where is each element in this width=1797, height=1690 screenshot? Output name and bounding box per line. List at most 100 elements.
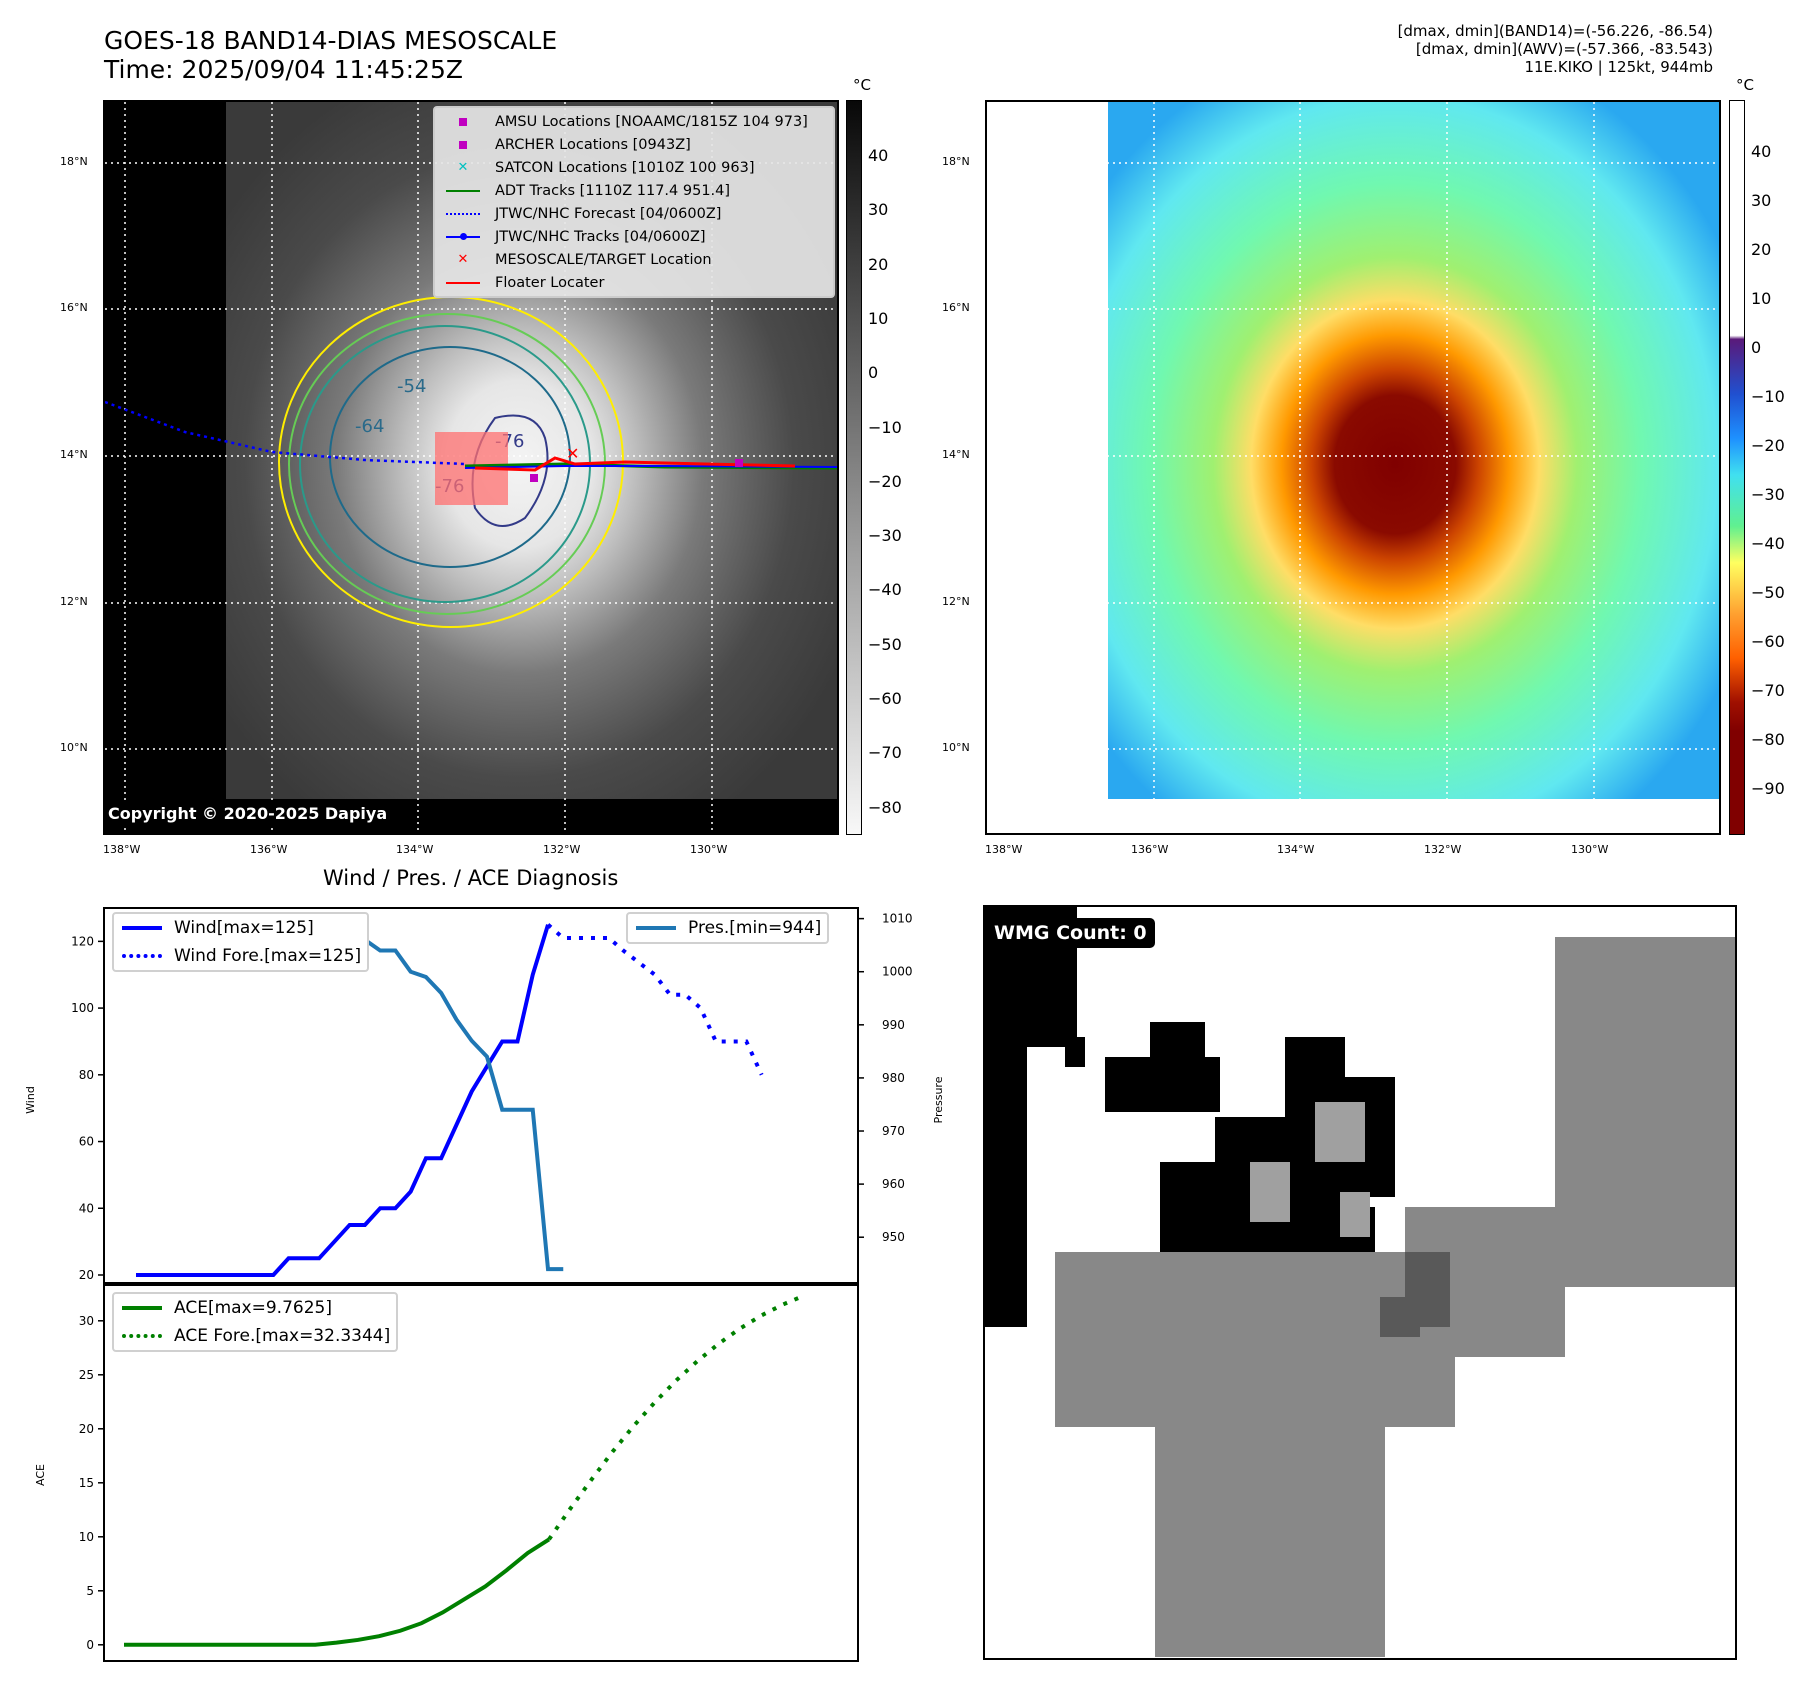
line-dot-icon — [441, 233, 485, 240]
ir-colorbar-tick: 30 — [868, 200, 889, 220]
awv-colorbar-tick: −20 — [1751, 436, 1785, 455]
ir-lat-label: 14°N — [60, 448, 88, 461]
ir-colorbar-tick: −30 — [868, 526, 902, 546]
ace-series-line-1 — [547, 1293, 805, 1541]
figure-title: GOES-18 BAND14-DIAS MESOSCALE Time: 2025… — [104, 26, 557, 84]
awv-lon-label: 132°W — [1424, 843, 1462, 856]
ir-colorbar — [846, 100, 862, 835]
ace-ytick-label: 15 — [79, 1476, 94, 1490]
legend-item-ace-forecast: ACE Fore.[max=32.3344] — [114, 1322, 396, 1350]
wind-ytick-label: 80 — [79, 1068, 94, 1082]
archer-marker — [735, 459, 743, 467]
series-line-0 — [136, 924, 550, 1277]
ir-colorbar-tick: −40 — [868, 580, 902, 600]
title-line-1: GOES-18 BAND14-DIAS MESOSCALE — [104, 26, 558, 55]
wmg-gray-region — [1055, 937, 1735, 1657]
pressure-ytick-label: 950 — [882, 1230, 905, 1244]
legend-item-floater: Floater Locater — [435, 271, 833, 294]
wmg-darkgray-region — [1380, 1252, 1450, 1337]
ir-colorbar-tick: 40 — [868, 146, 889, 165]
ir-lat-label: 18°N — [60, 155, 88, 168]
awv-lon-label: 134°W — [1277, 843, 1315, 856]
ir-map-legend: AMSU Locations [NOAAMC/1815Z 104 973] AR… — [433, 106, 835, 298]
square-marker-icon — [441, 117, 485, 126]
dotted-line-icon — [120, 1334, 164, 1338]
ace-ytick-label: 25 — [79, 1368, 94, 1382]
ir-colorbar-tick: 10 — [868, 308, 889, 328]
floater-track — [474, 456, 796, 472]
ir-colorbar-tick: −70 — [868, 743, 902, 763]
wmg-image — [985, 907, 1735, 1657]
svg-text:-54: -54 — [397, 376, 426, 397]
awv-lon-label: 136°W — [1131, 843, 1169, 856]
line-icon — [441, 189, 485, 192]
ace-ytick-label: 10 — [79, 1530, 94, 1544]
info-awv-range: [dmax, dmin](AWV)=(-57.366, -83.543) — [1415, 40, 1713, 58]
awv-colorbar — [1729, 100, 1745, 835]
target-marker-icon: ✕ — [566, 444, 579, 463]
pressure-legend: Pres.[min=944] — [626, 912, 830, 944]
wind-ytick-label: 40 — [79, 1201, 94, 1215]
wind-legend: Wind[max=125] Wind Fore.[max=125] — [112, 912, 370, 972]
legend-item-satcon: ✕ SATCON Locations [1010Z 100 963] — [435, 156, 833, 179]
ir-colorbar-tick: −20 — [868, 471, 902, 491]
awv-colorbar-tick: 0 — [1751, 338, 1762, 357]
ir-lon-label: 132°W — [543, 843, 581, 856]
ace-ytick-label: 30 — [79, 1314, 94, 1328]
pressure-ytick-label: 1010 — [882, 912, 913, 926]
awv-colorbar-tick: −30 — [1751, 485, 1785, 504]
awv-colorbar-tick: 30 — [1751, 191, 1772, 210]
awv-map-image — [987, 102, 1719, 833]
awv-colorbar-tick: −80 — [1751, 730, 1785, 749]
awv-map-panel — [985, 100, 1721, 835]
awv-imagery — [1108, 102, 1719, 799]
awv-colorbar-tick: −70 — [1751, 681, 1785, 700]
forecast-track — [105, 400, 466, 466]
ir-lon-label: 138°W — [103, 843, 141, 856]
ir-colorbar-tick: 0 — [868, 363, 879, 383]
info-storm-summary: 11E.KIKO | 125kt, 944mb — [1524, 58, 1713, 76]
awv-colorbar-tick: −10 — [1751, 387, 1785, 406]
ir-lat-label: 16°N — [60, 301, 88, 314]
wmg-count-badge: WMG Count: 0 — [986, 918, 1155, 948]
awv-lat-label: 16°N — [942, 301, 970, 314]
legend-item-tracks: JTWC/NHC Tracks [04/0600Z] — [435, 225, 833, 248]
awv-colorbar-unit: °C — [1736, 76, 1754, 94]
awv-colorbar-tick: −40 — [1751, 534, 1785, 553]
x-marker-icon: ✕ — [457, 252, 469, 267]
awv-colorbar-tick: −90 — [1751, 779, 1785, 798]
pressure-ytick-label: 960 — [882, 1177, 905, 1191]
legend-item-forecast: JTWC/NHC Forecast [04/0600Z] — [435, 202, 833, 225]
amsu-marker — [530, 474, 538, 482]
ace-ytick-label: 0 — [86, 1638, 94, 1652]
ir-map-panel: -54 -64 -76 -76 ✕ AMSU Locations [NOAAMC… — [103, 100, 839, 835]
pressure-ytick-label: 980 — [882, 1071, 905, 1085]
ace-ytick-label: 5 — [86, 1584, 94, 1598]
ir-lat-label: 10°N — [60, 741, 88, 754]
awv-lat-label: 14°N — [942, 448, 970, 461]
ace-ytick-label: 20 — [79, 1422, 94, 1436]
legend-item-wind-forecast: Wind Fore.[max=125] — [114, 942, 367, 970]
wmg-panel — [983, 905, 1737, 1660]
line-icon — [634, 926, 678, 930]
line-icon — [120, 926, 164, 930]
legend-item-adt: ADT Tracks [1110Z 117.4 951.4] — [435, 179, 833, 202]
dotted-line-icon — [120, 954, 164, 958]
x-marker-icon: ✕ — [457, 160, 469, 175]
series-line-1 — [546, 923, 764, 1076]
legend-item-ace: ACE[max=9.7625] — [114, 1294, 396, 1322]
awv-colorbar-tick: 40 — [1751, 142, 1772, 161]
square-marker-icon — [441, 140, 485, 149]
legend-item-amsu: AMSU Locations [NOAAMC/1815Z 104 973] — [435, 110, 833, 133]
wind-ytick-label: 100 — [71, 1001, 94, 1015]
ir-lon-label: 136°W — [250, 843, 288, 856]
wind-ytick-label: 120 — [71, 934, 94, 948]
storm-info: [dmax, dmin](BAND14)=(-56.226, -86.54) [… — [1398, 22, 1713, 76]
awv-lon-label: 138°W — [985, 843, 1023, 856]
wmg-lightgray-region — [1250, 1102, 1370, 1237]
ace-legend: ACE[max=9.7625] ACE Fore.[max=32.3344] — [112, 1292, 399, 1352]
ir-colorbar-unit: °C — [853, 76, 871, 94]
pressure-ytick-label: 990 — [882, 1018, 905, 1032]
ir-colorbar-tick: 20 — [868, 254, 889, 274]
dotted-line-icon — [441, 212, 485, 215]
